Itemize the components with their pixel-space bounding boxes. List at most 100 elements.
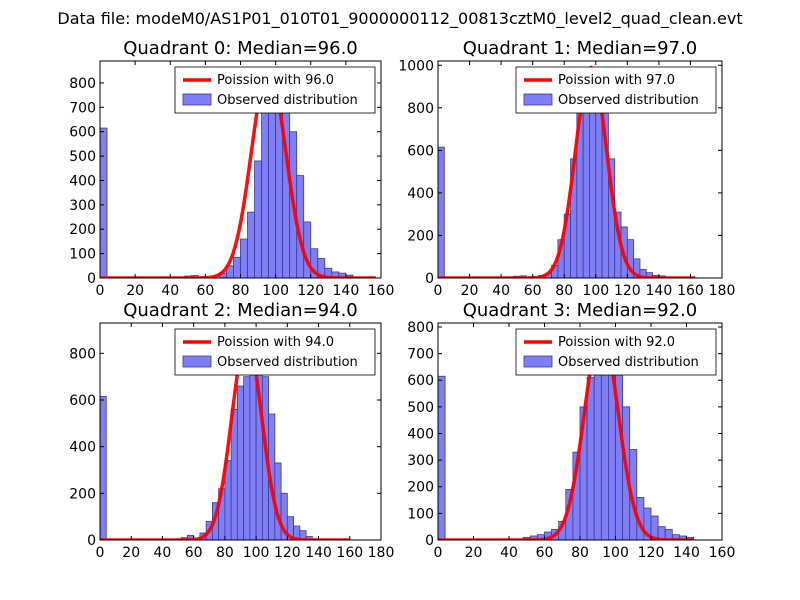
y-tick-label: 600 [407, 373, 434, 389]
histogram-bar [593, 350, 602, 540]
subplot-2: 0 20 40 60 80 100 120 140 160 180 0 200 400 600 800 Qua… [69, 300, 394, 561]
histogram-bar [586, 377, 595, 540]
y-tick-label: 600 [69, 393, 96, 409]
x-tick-label: 60 [524, 283, 542, 299]
x-tick-label: 0 [434, 545, 443, 561]
histogram-bar [233, 256, 241, 278]
plot-area-0 [100, 67, 376, 278]
x-tick-label: 180 [709, 283, 736, 299]
x-tick-label: 180 [368, 545, 395, 561]
x-tick-label: 160 [368, 283, 395, 299]
subplot-0: 0 20 40 60 80 100 120 140 160 0 100 200 300 400 500 600… [69, 38, 394, 299]
y-tick-label: 500 [407, 400, 434, 416]
subplot-title: Quadrant 1: Median=97.0 [463, 38, 698, 59]
x-tick-label: 100 [602, 545, 629, 561]
y-tick-label: 0 [425, 271, 434, 287]
x-tick-label: 60 [196, 283, 214, 299]
y-tick-label: 300 [407, 453, 434, 469]
legend: Poission with 96.0 Observed distribution [174, 66, 376, 114]
y-tick-label: 200 [69, 222, 96, 238]
histogram-bar [236, 385, 245, 540]
y-tick-label: 800 [407, 101, 434, 117]
legend-bar-swatch [182, 93, 212, 106]
histogram-bar [100, 396, 107, 540]
legend-bar-swatch [523, 355, 553, 368]
x-tick-label: 140 [646, 283, 673, 299]
x-tick-label: 20 [465, 545, 483, 561]
x-tick-label: 0 [96, 283, 105, 299]
x-tick-label: 0 [96, 545, 105, 561]
legend: Poission with 97.0 Observed distribution [515, 66, 717, 114]
legend-bar-swatch [182, 355, 212, 368]
subplot-title: Quadrant 3: Median=92.0 [463, 300, 698, 321]
y-tick-label: 0 [425, 533, 434, 549]
y-tick-label: 800 [407, 320, 434, 336]
y-tick-label: 800 [69, 346, 96, 362]
x-tick-label: 40 [161, 283, 179, 299]
x-tick-label: 60 [185, 545, 203, 561]
x-tick-label: 60 [536, 545, 554, 561]
x-tick-label: 80 [571, 545, 589, 561]
x-tick-label: 120 [274, 545, 301, 561]
y-tick-label: 100 [407, 506, 434, 522]
plot-area-1 [438, 65, 696, 278]
x-tick-label: 120 [614, 283, 641, 299]
y-tick-label: 100 [69, 247, 96, 263]
y-tick-label: 0 [87, 271, 96, 287]
x-tick-label: 100 [262, 283, 289, 299]
subplot-title: Quadrant 2: Median=94.0 [123, 300, 358, 321]
x-tick-label: 160 [709, 545, 736, 561]
histogram-bar [438, 375, 446, 540]
y-tick-label: 800 [69, 76, 96, 92]
y-tick-label: 400 [69, 440, 96, 456]
x-tick-label: 160 [336, 545, 363, 561]
x-tick-label: 40 [154, 545, 172, 561]
histogram-bar [230, 408, 238, 540]
y-tick-label: 600 [407, 143, 434, 159]
x-tick-label: 80 [216, 545, 234, 561]
x-tick-label: 0 [434, 283, 443, 299]
axes-frame [437, 60, 723, 279]
x-tick-label: 20 [461, 283, 479, 299]
x-tick-label: 120 [638, 545, 665, 561]
x-tick-label: 40 [500, 545, 518, 561]
x-tick-label: 100 [243, 545, 270, 561]
legend-bar-label: Observed distribution [217, 355, 358, 370]
histogram-bar [299, 530, 307, 540]
histogram-bar [247, 211, 255, 278]
legend-bar-label: Observed distribution [558, 355, 699, 370]
subplot-title: Quadrant 0: Median=96.0 [123, 38, 358, 59]
subplot-1: 0 20 40 60 80 100 120 140 160 180 0 200 400 600 800 100… [398, 38, 735, 299]
y-tick-label: 600 [69, 125, 96, 141]
legend-bar-label: Observed distribution [558, 93, 699, 108]
histogram-bar [100, 127, 108, 278]
histogram-bar [268, 84, 277, 278]
histogram-bar [582, 84, 590, 278]
histogram-bar [438, 146, 445, 278]
histogram-bar [240, 238, 248, 278]
y-tick-label: 0 [87, 533, 96, 549]
legend-bar-swatch [523, 93, 553, 106]
x-tick-label: 140 [333, 283, 360, 299]
subplot-3: 0 20 40 60 80 100 120 140 160 0 100 200 300 400 500 600… [407, 300, 735, 561]
x-tick-label: 20 [126, 283, 144, 299]
y-tick-label: 200 [69, 486, 96, 502]
legend-line-label: Poission with 94.0 [217, 335, 334, 350]
legend-bar-label: Observed distribution [217, 93, 358, 108]
y-tick-label: 300 [69, 198, 96, 214]
legend: Poission with 92.0 Observed distribution [515, 328, 717, 376]
legend-line-label: Poission with 97.0 [558, 73, 675, 88]
x-tick-label: 100 [582, 283, 609, 299]
histogram-bar [243, 376, 251, 540]
x-tick-label: 140 [305, 545, 332, 561]
x-tick-label: 80 [555, 283, 573, 299]
figure-suptitle: Data file: modeM0/AS1P01_010T01_90000001… [57, 9, 742, 29]
y-tick-label: 400 [407, 186, 434, 202]
x-tick-label: 120 [297, 283, 324, 299]
histogram-bar [261, 111, 270, 278]
y-tick-label: 1000 [398, 58, 434, 74]
x-tick-label: 80 [232, 283, 250, 299]
x-tick-label: 40 [492, 283, 510, 299]
y-tick-label: 200 [407, 480, 434, 496]
